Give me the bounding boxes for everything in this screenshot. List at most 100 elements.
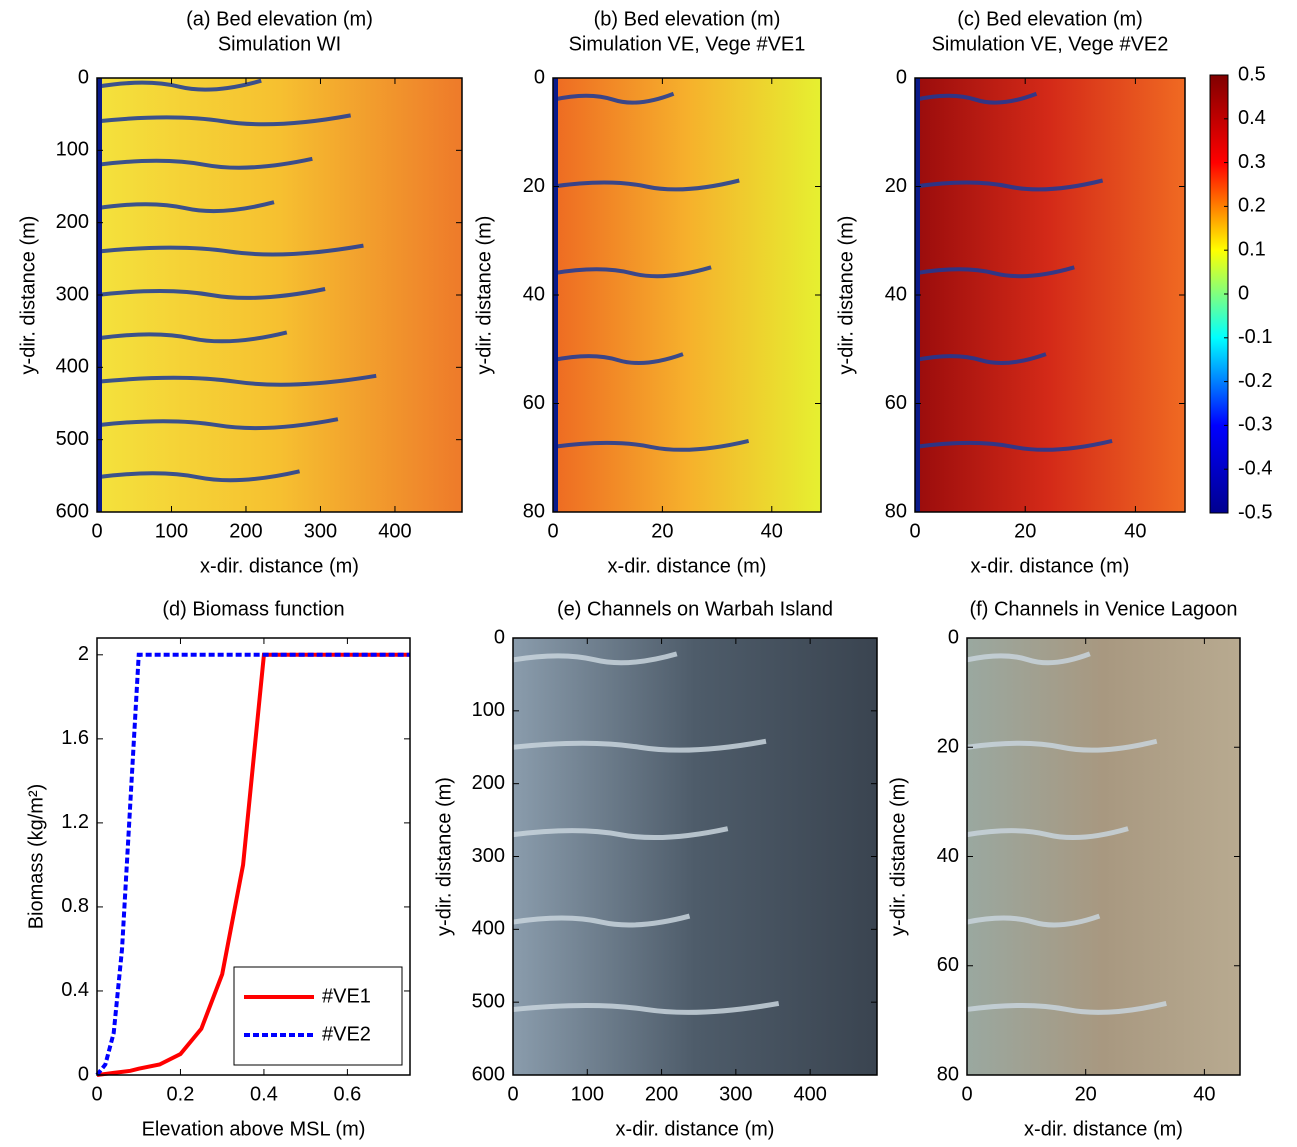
- x-tick-label: 300: [304, 520, 337, 542]
- x-tick-label: 0: [909, 520, 920, 542]
- channel: [512, 651, 678, 666]
- channel: [966, 826, 1129, 841]
- y-tick-label: 200: [472, 772, 505, 794]
- colorbar-tick-label: 0: [1238, 282, 1249, 304]
- y-tick-label: 80: [885, 500, 907, 522]
- y-tick-label: 0: [78, 66, 89, 88]
- y-tick-label: 100: [472, 699, 505, 721]
- channel: [966, 913, 1101, 928]
- channel: [96, 287, 326, 300]
- channel: [96, 469, 301, 483]
- panel-subtitle: Simulation WI: [218, 33, 341, 55]
- legend-label: #VE2: [322, 1023, 371, 1045]
- y-tick-label: 0: [948, 626, 959, 648]
- y-tick-label: 80: [937, 1063, 959, 1085]
- y-tick-label: 20: [523, 175, 545, 197]
- y-tick-label: 80: [523, 500, 545, 522]
- y-tick-label: 0: [78, 1063, 89, 1085]
- y-tick-label: 0: [494, 626, 505, 648]
- y-tick-label: 0.4: [61, 979, 89, 1001]
- y-axis-label: y-dir. distance (m): [473, 216, 495, 375]
- y-tick-label: 1.6: [61, 727, 89, 749]
- channel: [914, 178, 1104, 192]
- colorbar-tick-label: 0.4: [1238, 107, 1266, 129]
- colorbar-tick-label: -0.3: [1238, 414, 1272, 436]
- x-axis-label: x-dir. distance (m): [616, 1118, 775, 1140]
- y-tick-label: 60: [885, 392, 907, 414]
- channel: [966, 738, 1158, 753]
- colorbar-tick-label: 0.1: [1238, 238, 1266, 260]
- x-tick-label: 20: [1075, 1083, 1097, 1105]
- x-axis-label: x-dir. distance (m): [200, 555, 359, 577]
- y-tick-label: 300: [56, 283, 89, 305]
- colorbar-tick-label: -0.1: [1238, 326, 1272, 348]
- plot-frame: [96, 637, 411, 1076]
- x-axis-label: Elevation above MSL (m): [142, 1118, 366, 1140]
- x-axis-label: x-dir. distance (m): [608, 555, 767, 577]
- x-tick-label: 400: [793, 1083, 826, 1105]
- y-tick-label: 2: [78, 643, 89, 665]
- plot-frame: [552, 77, 822, 513]
- x-axis-label: x-dir. distance (m): [971, 555, 1130, 577]
- y-tick-label: 40: [937, 845, 959, 867]
- colorbar-tick-label: 0.5: [1238, 63, 1266, 85]
- channel: [512, 1000, 780, 1015]
- x-tick-label: 40: [1124, 520, 1146, 542]
- y-tick-label: 200: [56, 211, 89, 233]
- plot-frame: [96, 77, 463, 513]
- channel: [96, 373, 377, 387]
- y-axis-label: y-dir. distance (m): [887, 777, 909, 936]
- plot-image: [513, 638, 877, 1075]
- channel: [96, 78, 262, 92]
- plot-image: [915, 78, 1185, 512]
- plot-frame: [914, 77, 1186, 513]
- panel-title: (e) Channels on Warbah Island: [557, 598, 833, 620]
- plot-image: [967, 638, 1240, 1075]
- channel: [512, 826, 729, 841]
- y-tick-label: 100: [56, 139, 89, 161]
- x-tick-label: 200: [229, 520, 262, 542]
- panel-subtitle: Simulation VE, Vege #VE2: [932, 33, 1169, 55]
- channel: [96, 113, 352, 127]
- plot-frame: [512, 637, 878, 1076]
- channel: [552, 438, 750, 452]
- x-tick-label: 40: [761, 520, 783, 542]
- x-tick-label: 300: [719, 1083, 752, 1105]
- channel: [512, 913, 691, 928]
- plot-image: [553, 78, 821, 512]
- channel: [552, 352, 684, 365]
- y-axis-label: y-dir. distance (m): [835, 216, 857, 375]
- channel: [914, 265, 1075, 279]
- colorbar-tick-label: -0.4: [1238, 457, 1272, 479]
- legend-box: [233, 966, 403, 1066]
- y-tick-label: 400: [56, 356, 89, 378]
- x-tick-label: 100: [155, 520, 188, 542]
- x-tick-label: 400: [378, 520, 411, 542]
- y-axis-label: y-dir. distance (m): [433, 777, 455, 936]
- x-tick-label: 0: [961, 1083, 972, 1105]
- x-axis-label: x-dir. distance (m): [1024, 1118, 1183, 1140]
- panel-title: (b) Bed elevation (m): [594, 8, 781, 30]
- colorbar-tick-label: -0.5: [1238, 501, 1272, 523]
- y-tick-label: 60: [523, 392, 545, 414]
- y-tick-label: 600: [56, 500, 89, 522]
- channel: [966, 1001, 1167, 1015]
- x-tick-label: 20: [1014, 520, 1036, 542]
- channel: [914, 352, 1047, 365]
- channel: [96, 243, 364, 257]
- channel: [552, 91, 675, 105]
- panel-title: (f) Channels in Venice Lagoon: [970, 598, 1238, 620]
- channel: [512, 738, 767, 753]
- x-tick-label: 0.6: [333, 1083, 361, 1105]
- y-tick-label: 0: [896, 66, 907, 88]
- colorbar-tick-label: 0.2: [1238, 195, 1266, 217]
- panel-title: (a) Bed elevation (m): [186, 8, 373, 30]
- x-tick-label: 100: [571, 1083, 604, 1105]
- y-tick-label: 1.2: [61, 811, 89, 833]
- y-tick-label: 40: [885, 283, 907, 305]
- y-tick-label: 300: [472, 845, 505, 867]
- panel-title: (c) Bed elevation (m): [957, 8, 1143, 30]
- x-tick-label: 0: [507, 1083, 518, 1105]
- x-tick-label: 200: [645, 1083, 678, 1105]
